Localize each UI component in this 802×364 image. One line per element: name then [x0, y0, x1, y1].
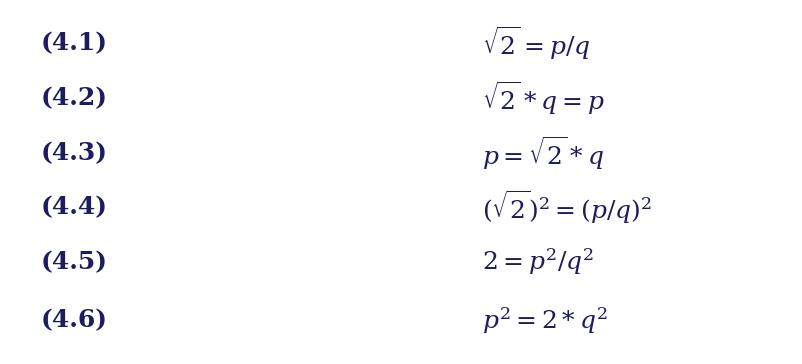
Text: (4.1): (4.1) [40, 32, 107, 56]
Text: $\sqrt{2} * q = p$: $\sqrt{2} * q = p$ [481, 79, 604, 117]
Text: (4.5): (4.5) [40, 250, 107, 274]
Text: $2 = p^2/q^2$: $2 = p^2/q^2$ [481, 247, 593, 277]
Text: $p = \sqrt{2} * q$: $p = \sqrt{2} * q$ [481, 134, 603, 172]
Text: (4.3): (4.3) [40, 141, 107, 165]
Text: (4.6): (4.6) [40, 308, 107, 332]
Text: $(\sqrt{2})^2 = (p/q)^2$: $(\sqrt{2})^2 = (p/q)^2$ [481, 189, 651, 226]
Text: (4.4): (4.4) [40, 195, 107, 219]
Text: $\sqrt{2} = p/q$: $\sqrt{2} = p/q$ [481, 25, 589, 63]
Text: $p^2 = 2 * q^2$: $p^2 = 2 * q^2$ [481, 305, 606, 336]
Text: (4.2): (4.2) [40, 86, 107, 110]
